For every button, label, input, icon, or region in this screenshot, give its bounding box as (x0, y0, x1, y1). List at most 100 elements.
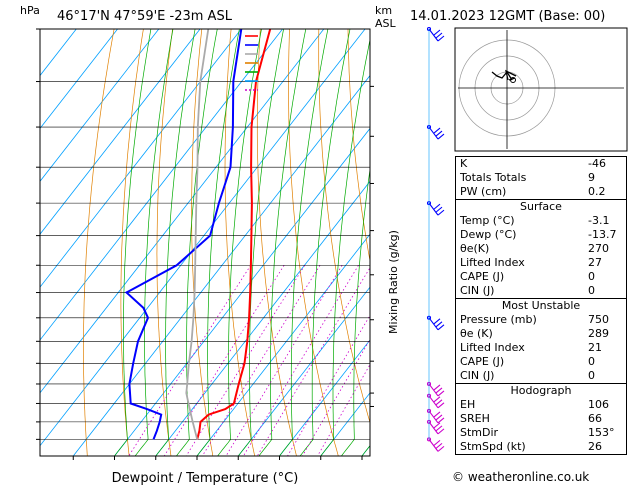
asl-label: ASL (375, 17, 397, 30)
table-row: θe (K) 289 (456, 327, 626, 341)
row-label: StmSpd (kt) (460, 440, 526, 453)
location-title: 46°17'N 47°59'E -23m ASL (57, 9, 233, 24)
row-value: 0 (588, 355, 595, 368)
hodograph-trace (508, 77, 516, 81)
row-value: 21 (588, 341, 602, 354)
wet-adiabat-line (341, 166, 370, 456)
row-label: Pressure (mb) (460, 313, 537, 326)
series-temperature (196, 29, 272, 440)
wet-adiabat-line (299, 29, 351, 456)
km-label: km (375, 4, 392, 17)
row-value: 27 (588, 256, 602, 269)
wet-adiabat-line (134, 29, 174, 456)
series-dewpoint (124, 29, 243, 440)
table-row: Dewp (°C) -13.7 (456, 228, 626, 242)
table-row: StmSpd (kt) 26 (456, 440, 626, 454)
table-row: Lifted Index 27 (456, 256, 626, 270)
dry-adiabat-line (120, 29, 144, 456)
table-row: K -46 (456, 157, 626, 171)
table-row: θe(K) 270 (456, 242, 626, 256)
isotherm-line (196, 233, 370, 456)
row-value: 289 (588, 327, 609, 340)
mixing-ratio-line (163, 265, 285, 456)
row-value: 26 (588, 440, 602, 453)
table-row: EH 106 (456, 398, 626, 412)
dry-adiabat-line (256, 29, 297, 456)
mixing-ratio-line (201, 265, 321, 456)
wind-barb-icon (426, 201, 445, 216)
x-axis-label: Dewpoint / Temperature (°C) (112, 471, 299, 486)
row-label: CAPE (J) (460, 270, 505, 283)
dry-adiabat-line (288, 29, 339, 456)
storm-motion-icon (510, 77, 516, 83)
unstable-title: Most Unstable (501, 299, 581, 312)
wet-adiabat-line (217, 29, 262, 456)
row-label: K (460, 157, 468, 170)
mixing-ratio-line (287, 314, 370, 456)
wind-barb-icon (426, 437, 445, 452)
isotherm-line (40, 29, 118, 130)
surface-title: Surface (520, 200, 562, 213)
wet-adiabat-line (114, 29, 152, 456)
table-row: CAPE (J) 0 (456, 355, 626, 369)
hodograph (454, 27, 628, 152)
row-value: 9 (588, 171, 595, 184)
wind-barb-icon (426, 393, 445, 409)
wet-adiabat-line (258, 29, 307, 456)
row-value: 66 (588, 412, 602, 425)
row-label: Totals Totals (460, 171, 527, 184)
table-row: StmDir 153° (456, 426, 626, 440)
row-value: 0 (588, 284, 595, 297)
table-row: Totals Totals 9 (456, 171, 626, 185)
row-label: PW (cm) (460, 185, 507, 198)
table-row: CIN (J) 0 (456, 284, 626, 298)
row-label: CAPE (J) (460, 355, 505, 368)
hodograph-trace (505, 69, 517, 81)
wet-adiabat-line (238, 29, 284, 456)
isotherm-line (237, 286, 370, 456)
isotherm-line (40, 29, 201, 235)
row-label: θe(K) (460, 242, 490, 255)
row-label: CIN (J) (460, 369, 495, 382)
row-value: 750 (588, 313, 609, 326)
row-label: Lifted Index (460, 341, 525, 354)
table-row: Temp (°C) -3.1 (456, 214, 626, 228)
row-label: Lifted Index (460, 256, 525, 269)
isotherm-line (40, 29, 77, 77)
wet-adiabat-line (279, 29, 329, 456)
indices-table: K -46 Totals Totals 9 PW (cm) 0.2 Surface Tem… (455, 156, 627, 455)
hodograph-section: Hodograph EH 106 SREH 66 StmDir 153° StmSpd (k… (456, 383, 626, 454)
row-label: Dewp (°C) (460, 228, 517, 241)
unstable-section: Most Unstable Pressure (mb) 750 θe (K) 289 L… (456, 298, 626, 383)
isotherm-line (0, 29, 35, 456)
row-value: 153° (588, 426, 615, 439)
isotherm-line (114, 127, 370, 456)
table-row: Lifted Index 21 (456, 341, 626, 355)
row-label: Temp (°C) (460, 214, 515, 227)
hpa-label: hPa (20, 4, 40, 17)
dry-adiabat-line (347, 29, 370, 263)
row-value: -13.7 (588, 228, 617, 241)
credit: © weatheronline.co.uk (452, 470, 590, 484)
mixing-ratio-line (317, 363, 370, 456)
row-value: -46 (588, 157, 606, 170)
wet-adiabat-line (320, 37, 370, 456)
datetime: 14.01.2023 12GMT (Base: 00) (410, 9, 605, 24)
skewt-plot-area (0, 29, 370, 456)
wet-adiabat-line (196, 29, 240, 456)
series-parcel-trajectory (185, 29, 210, 440)
row-label: StmDir (460, 426, 499, 439)
mixing-ratio-line (256, 266, 370, 456)
wind-barb-icon (426, 381, 445, 397)
dry-adiabat-line (224, 29, 256, 456)
row-label: θe (K) (460, 327, 493, 340)
dry-adiabat-line (318, 29, 370, 424)
hodograph-trace (491, 70, 513, 81)
mixing-ratio-line (225, 265, 343, 456)
mixing-ratio-line (128, 265, 252, 456)
row-value: 0.2 (588, 185, 606, 198)
legend (245, 35, 258, 91)
table-row: CIN (J) 0 (456, 369, 626, 383)
isotherm-line (279, 339, 370, 456)
